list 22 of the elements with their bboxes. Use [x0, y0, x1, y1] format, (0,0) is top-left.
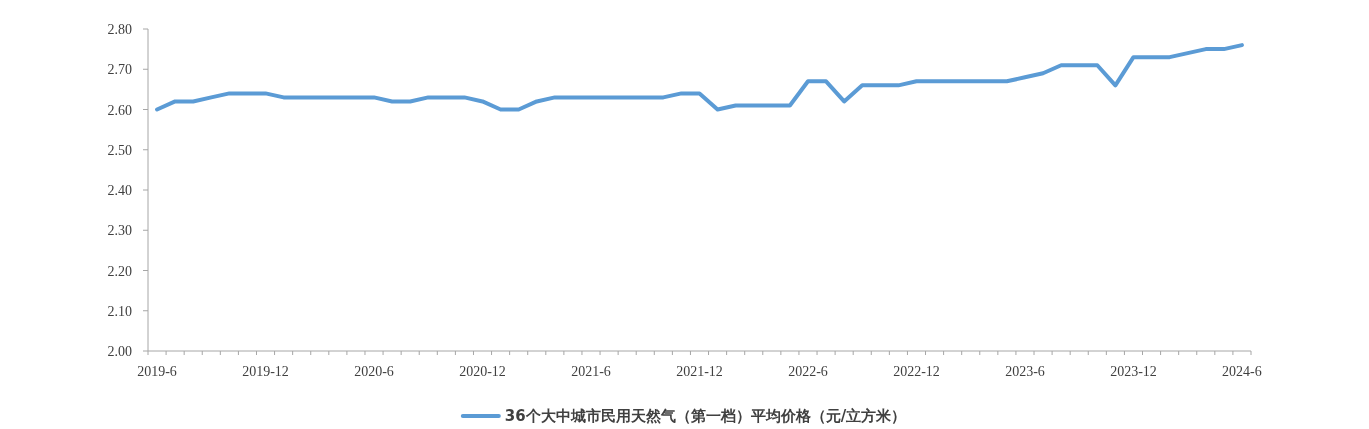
x-tick-label: 2020-12: [459, 364, 506, 379]
x-tick-label: 2024-6: [1222, 364, 1262, 379]
x-tick-label: 2022-12: [893, 364, 940, 379]
y-tick-label: 2.50: [107, 142, 132, 158]
line-series: [155, 43, 1244, 112]
y-tick-label: 2.00: [107, 344, 132, 359]
x-tick-label: 2023-12: [1110, 364, 1157, 379]
y-tick-label: 2.80: [107, 22, 132, 37]
y-tick-label: 2.70: [107, 62, 132, 78]
x-tick-label: 2019-12: [242, 364, 289, 379]
legend-label: 36个大中城市民用天然气（第一档）平均价格（元/立方米）: [504, 407, 907, 425]
y-tick-label: 2.30: [107, 223, 132, 239]
y-tick-label: 2.10: [107, 303, 132, 319]
x-tick-label: 2022-6: [788, 364, 828, 379]
y-tick-label: 2.60: [107, 102, 132, 118]
x-tick-label: 2023-6: [1005, 364, 1045, 379]
x-tick-label: 2019-6: [137, 364, 177, 379]
y-tick-label: 2.20: [107, 263, 132, 279]
y-tick-label: 2.40: [107, 183, 132, 198]
x-tick-label: 2020-6: [354, 364, 394, 379]
x-tick-label: 2021-6: [571, 364, 611, 379]
x-tick-label: 2021-12: [676, 364, 723, 379]
